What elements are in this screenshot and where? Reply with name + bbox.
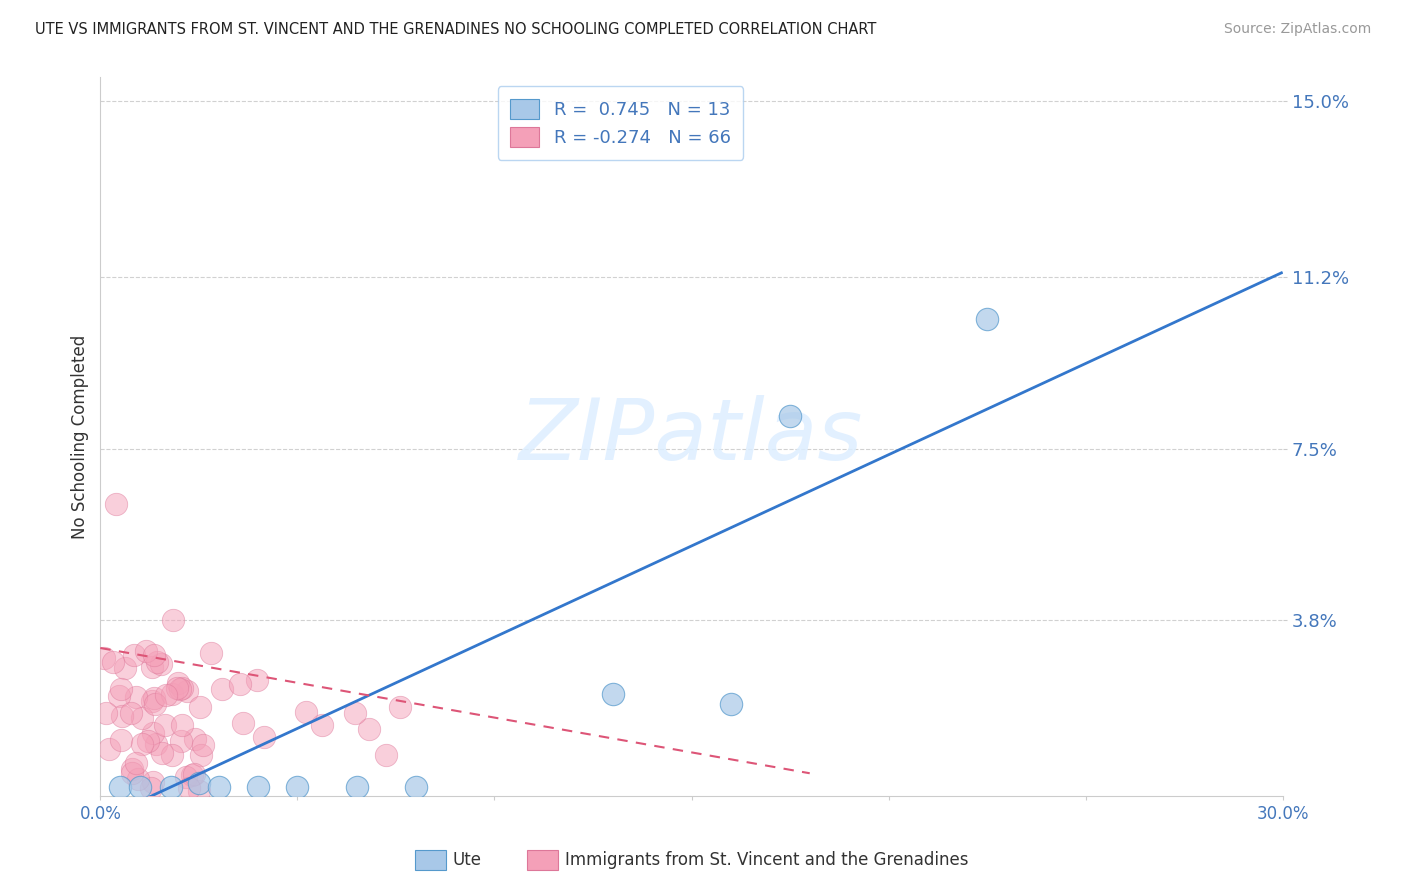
Point	[153, 718, 176, 732]
Point	[131, 711, 153, 725]
Point	[120, 706, 142, 720]
Point	[162, 613, 184, 627]
Point	[183, 767, 205, 781]
Point	[160, 780, 183, 794]
Point	[155, 689, 177, 703]
Point	[141, 660, 163, 674]
Point	[602, 687, 624, 701]
Point	[98, 742, 121, 756]
Text: ZIPatlas: ZIPatlas	[519, 395, 863, 478]
Point	[103, 655, 125, 669]
Y-axis label: No Schooling Completed: No Schooling Completed	[72, 334, 89, 539]
Point	[253, 731, 276, 745]
Point	[145, 737, 167, 751]
Point	[311, 718, 333, 732]
Point	[149, 657, 172, 671]
Point	[124, 648, 146, 662]
Legend: R =  0.745   N = 13, R = -0.274   N = 66: R = 0.745 N = 13, R = -0.274 N = 66	[498, 87, 744, 160]
Point	[779, 409, 801, 423]
Point	[142, 648, 165, 663]
Point	[346, 780, 368, 794]
Point	[167, 676, 190, 690]
Point	[405, 780, 427, 794]
Text: Ute: Ute	[453, 851, 482, 869]
Text: Immigrants from St. Vincent and the Grenadines: Immigrants from St. Vincent and the Gren…	[565, 851, 969, 869]
Point	[162, 748, 184, 763]
Point	[121, 766, 143, 780]
Point	[344, 706, 367, 720]
Point	[110, 732, 132, 747]
Point	[105, 497, 128, 511]
Point	[976, 311, 998, 326]
Point	[180, 768, 202, 782]
Point	[114, 660, 136, 674]
Point	[96, 706, 118, 721]
Point	[375, 747, 398, 762]
Point	[141, 694, 163, 708]
Point	[110, 681, 132, 696]
Point	[170, 718, 193, 732]
Point	[166, 681, 188, 695]
Point	[136, 733, 159, 747]
Point	[246, 673, 269, 687]
Point	[128, 780, 150, 794]
Point	[121, 762, 143, 776]
Point	[169, 682, 191, 697]
Point	[146, 655, 169, 669]
Point	[111, 709, 134, 723]
Text: Source: ZipAtlas.com: Source: ZipAtlas.com	[1223, 22, 1371, 37]
Point	[150, 746, 173, 760]
Point	[142, 726, 165, 740]
Point	[160, 687, 183, 701]
Point	[139, 781, 162, 796]
Point	[143, 697, 166, 711]
Point	[246, 780, 269, 794]
Point	[287, 780, 309, 794]
Point	[176, 684, 198, 698]
Point	[190, 748, 212, 763]
Point	[108, 690, 131, 704]
Point	[135, 643, 157, 657]
Point	[187, 775, 209, 789]
Point	[357, 723, 380, 737]
Point	[184, 731, 207, 746]
Point	[389, 699, 412, 714]
Point	[127, 772, 149, 787]
Point	[174, 770, 197, 784]
Point	[207, 780, 229, 794]
Point	[143, 691, 166, 706]
Point	[295, 706, 318, 720]
Point	[187, 784, 209, 798]
Point	[193, 738, 215, 752]
Point	[170, 734, 193, 748]
Point	[232, 715, 254, 730]
Point	[177, 780, 200, 795]
Point	[93, 651, 115, 665]
Point	[200, 646, 222, 660]
Point	[188, 699, 211, 714]
Point	[131, 737, 153, 751]
Point	[125, 756, 148, 771]
Point	[172, 681, 194, 695]
Point	[125, 690, 148, 705]
Point	[142, 775, 165, 789]
Text: UTE VS IMMIGRANTS FROM ST. VINCENT AND THE GRENADINES NO SCHOOLING COMPLETED COR: UTE VS IMMIGRANTS FROM ST. VINCENT AND T…	[35, 22, 876, 37]
Point	[108, 780, 131, 794]
Point	[229, 676, 252, 690]
Point	[720, 697, 742, 711]
Point	[211, 681, 233, 696]
